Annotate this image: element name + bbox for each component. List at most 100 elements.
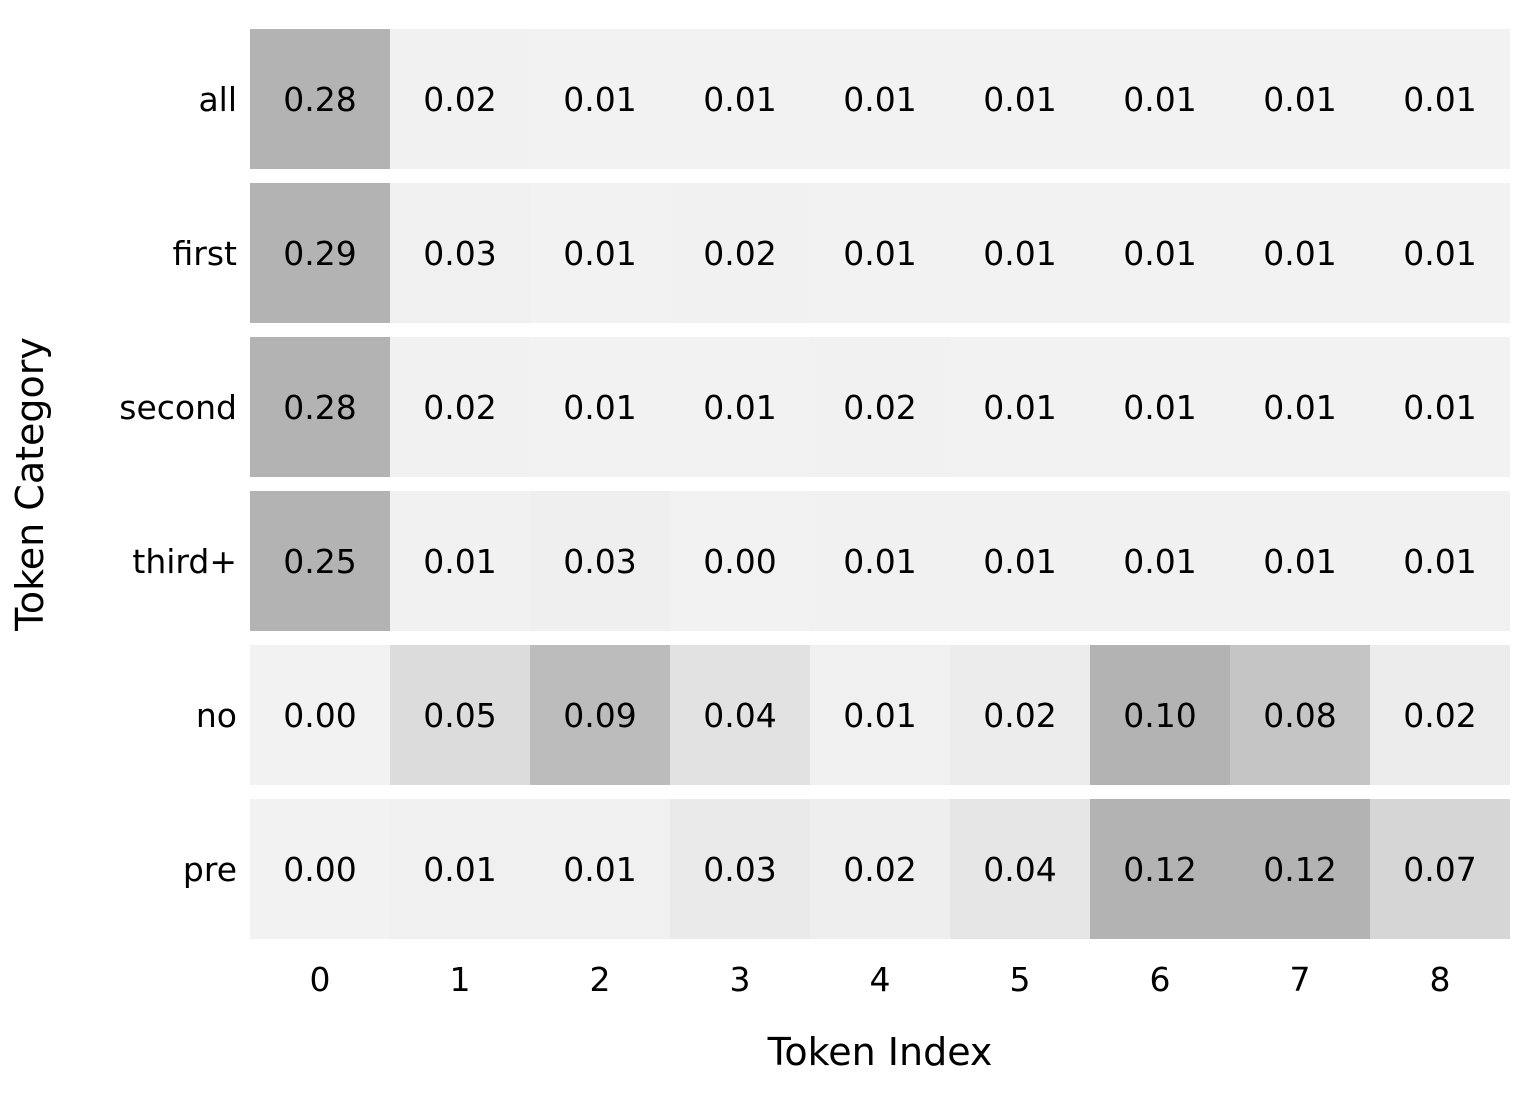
cell-value: 0.02 (423, 79, 497, 119)
heatmap-cell: 0.01 (1230, 491, 1370, 631)
heatmap-cell: 0.00 (670, 491, 810, 631)
heatmap-cell: 0.28 (250, 29, 390, 169)
heatmap-cell: 0.01 (950, 183, 1090, 323)
cell-value: 0.01 (1403, 387, 1477, 427)
heatmap-cell: 0.12 (1090, 799, 1230, 939)
heatmap-cell: 0.01 (1090, 183, 1230, 323)
heatmap-cell: 0.05 (390, 645, 530, 785)
y-tick-label: pre (182, 849, 237, 889)
x-tick-label: 3 (729, 960, 751, 999)
cell-value: 0.01 (703, 387, 777, 427)
cell-value: 0.01 (1263, 233, 1337, 273)
cell-value: 0.01 (843, 233, 917, 273)
cell-value: 0.00 (703, 541, 777, 581)
cell-value: 0.28 (283, 79, 357, 119)
heatmap-cell: 0.01 (1370, 491, 1510, 631)
cell-value: 0.07 (1403, 849, 1477, 889)
x-axis-title: Token Index (767, 1030, 993, 1074)
heatmap-cell: 0.02 (670, 183, 810, 323)
heatmap-cell: 0.01 (390, 799, 530, 939)
heatmap-cell: 0.28 (250, 337, 390, 477)
y-tick-label: second (119, 387, 237, 427)
heatmap-cell: 0.00 (250, 799, 390, 939)
y-tick-label: third+ (132, 541, 237, 581)
heatmap-cell: 0.03 (530, 491, 670, 631)
cell-value: 0.01 (1123, 541, 1197, 581)
heatmap-cell: 0.01 (1370, 29, 1510, 169)
heatmap-cell: 0.12 (1230, 799, 1370, 939)
heatmap-cell: 0.03 (390, 183, 530, 323)
cell-value: 0.01 (563, 233, 637, 273)
heatmap-cell: 0.09 (530, 645, 670, 785)
cell-value: 0.01 (1123, 79, 1197, 119)
heatmap-row: first 0.29 0.03 0.01 0.02 0.01 0.01 0.01 0.01 0.0… (0, 183, 1510, 323)
cell-value: 0.08 (1263, 695, 1337, 735)
heatmap-cell: 0.01 (950, 29, 1090, 169)
heatmap-cell: 0.02 (810, 337, 950, 477)
heatmap-cell: 0.01 (670, 29, 810, 169)
cell-value: 0.12 (1123, 849, 1197, 889)
heatmap-cell: 0.01 (530, 183, 670, 323)
heatmap-cell: 0.02 (950, 645, 1090, 785)
y-tick-label: no (195, 695, 237, 735)
cell-value: 0.04 (983, 849, 1057, 889)
heatmap-cell: 0.01 (810, 645, 950, 785)
x-tick-label: 5 (1009, 960, 1031, 999)
heatmap-cell: 0.01 (1370, 337, 1510, 477)
cell-value: 0.01 (1263, 387, 1337, 427)
heatmap-row: all 0.28 0.02 0.01 0.01 0.01 0.01 0.01 0.01 0.01 (0, 29, 1510, 169)
cell-value: 0.01 (423, 849, 497, 889)
cell-value: 0.25 (283, 541, 357, 581)
heatmap-cell: 0.02 (1370, 645, 1510, 785)
heatmap-cell: 0.29 (250, 183, 390, 323)
x-tick-label: 8 (1429, 960, 1451, 999)
heatmap-cell: 0.08 (1230, 645, 1370, 785)
cell-value: 0.28 (283, 387, 357, 427)
cell-value: 0.01 (983, 387, 1057, 427)
y-tick-label: first (172, 233, 238, 273)
cell-value: 0.01 (1403, 541, 1477, 581)
cell-value: 0.01 (1123, 233, 1197, 273)
heatmap-cell: 0.01 (390, 491, 530, 631)
heatmap-cell: 0.01 (530, 799, 670, 939)
heatmap-cell: 0.01 (950, 491, 1090, 631)
heatmap-cell: 0.01 (810, 491, 950, 631)
cell-value: 0.01 (1263, 541, 1337, 581)
heatmap-row: no 0.00 0.05 0.09 0.04 0.01 0.02 0.10 0.08 0.02 (0, 645, 1510, 785)
heatmap-cell: 0.01 (1090, 337, 1230, 477)
cell-value: 0.01 (843, 541, 917, 581)
cell-value: 0.02 (843, 387, 917, 427)
cell-value: 0.01 (423, 541, 497, 581)
cell-value: 0.01 (563, 387, 637, 427)
cell-value: 0.01 (983, 541, 1057, 581)
heatmap-row: third+ 0.25 0.01 0.03 0.00 0.01 0.01 0.01 0.01 0.… (0, 491, 1510, 631)
cell-value: 0.02 (423, 387, 497, 427)
heatmap-cell: 0.01 (1230, 183, 1370, 323)
heatmap-cell: 0.10 (1090, 645, 1230, 785)
x-axis-ticks: 0 1 2 3 4 5 6 7 8 (250, 960, 1510, 999)
cell-value: 0.05 (423, 695, 497, 735)
heatmap-cell: 0.25 (250, 491, 390, 631)
heatmap-cell: 0.01 (810, 29, 950, 169)
cell-value: 0.02 (843, 849, 917, 889)
x-tick-label: 2 (589, 960, 611, 999)
heatmap-cell: 0.01 (950, 337, 1090, 477)
x-tick-label: 6 (1149, 960, 1171, 999)
heatmap-cell: 0.04 (950, 799, 1090, 939)
heatmap-cell: 0.07 (1370, 799, 1510, 939)
heatmap-cell: 0.01 (670, 337, 810, 477)
x-tick-label: 1 (449, 960, 471, 999)
cell-value: 0.01 (1123, 387, 1197, 427)
x-tick-label: 7 (1289, 960, 1311, 999)
heatmap-row: pre 0.00 0.01 0.01 0.03 0.02 0.04 0.12 0.12 0.07 (0, 799, 1510, 939)
cell-value: 0.02 (703, 233, 777, 273)
heatmap-cell: 0.01 (810, 183, 950, 323)
cell-value: 0.29 (283, 233, 357, 273)
heatmap-cell: 0.02 (810, 799, 950, 939)
heatmap-cell: 0.00 (250, 645, 390, 785)
cell-value: 0.02 (983, 695, 1057, 735)
cell-value: 0.03 (703, 849, 777, 889)
cell-value: 0.01 (983, 79, 1057, 119)
cell-value: 0.03 (423, 233, 497, 273)
